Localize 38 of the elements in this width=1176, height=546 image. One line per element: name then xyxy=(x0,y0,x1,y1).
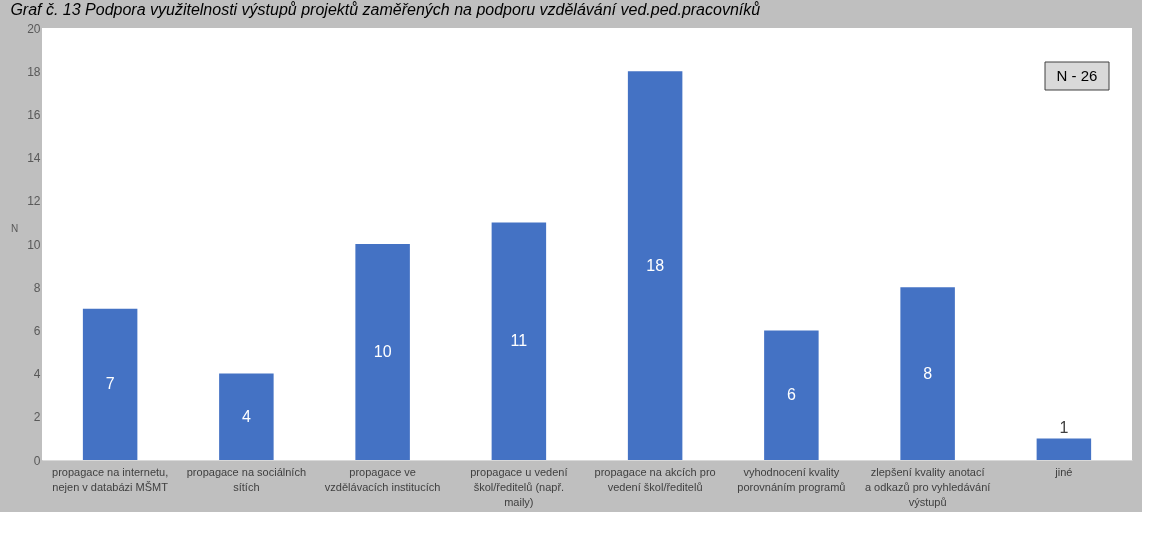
data-label: 18 xyxy=(646,256,665,274)
annotation: N - 26 xyxy=(1056,67,1098,84)
y-tick-label: 8 xyxy=(33,280,41,295)
y-tick-label: 14 xyxy=(27,151,41,166)
y-tick-label: 4 xyxy=(33,367,41,382)
data-label: 4 xyxy=(241,407,251,425)
y-tick-label: 0 xyxy=(33,453,41,468)
chart-title: Graf č. 13 Podpora využitelnosti výstupů projektů zaměřených na podporu vzdělávání ved.ped.pracovníků xyxy=(10,1,761,18)
x-tick-label: vyhodnocení kvality porovnáním programů xyxy=(737,465,846,493)
y-tick-label: 12 xyxy=(27,194,41,209)
data-label: 10 xyxy=(373,343,392,360)
x-tick-label: propagace na akcích pro vedení škol/ředitelů xyxy=(594,465,716,493)
y-tick-label: 20 xyxy=(27,21,41,36)
bar xyxy=(764,330,819,460)
x-tick-label: propagace na internetu, nejen v databázi MŠMT xyxy=(52,465,169,493)
y-tick-label: 10 xyxy=(27,237,41,252)
bar xyxy=(627,71,683,460)
bar xyxy=(219,373,274,460)
bar xyxy=(900,287,955,460)
data-label: 7 xyxy=(105,375,115,393)
y-axis-title: N xyxy=(10,222,19,234)
x-tick-label: jiné xyxy=(1054,465,1073,478)
x-tick-label: zlepšení kvality anotací a odkazů pro vyhledávání výstupů xyxy=(864,465,991,508)
bar xyxy=(491,222,547,460)
data-label: 1 xyxy=(1059,419,1069,437)
x-tick-label: propagace ve vzdělávacích institucích xyxy=(324,465,441,493)
bar xyxy=(1036,438,1092,460)
bar xyxy=(355,244,410,460)
data-label: 8 xyxy=(923,364,933,382)
x-tick-label: propagace u vedení škol/ředitelů (např. maily) xyxy=(470,465,568,508)
y-tick-label: 6 xyxy=(33,323,41,338)
y-tick-label: 18 xyxy=(27,64,41,79)
y-tick-label: 2 xyxy=(33,410,41,425)
data-label: 6 xyxy=(786,386,796,404)
data-label: 11 xyxy=(510,332,528,350)
x-tick-label: propagace na sociálních sítích xyxy=(186,465,306,493)
bar xyxy=(82,308,138,460)
y-tick-label: 16 xyxy=(27,107,41,122)
